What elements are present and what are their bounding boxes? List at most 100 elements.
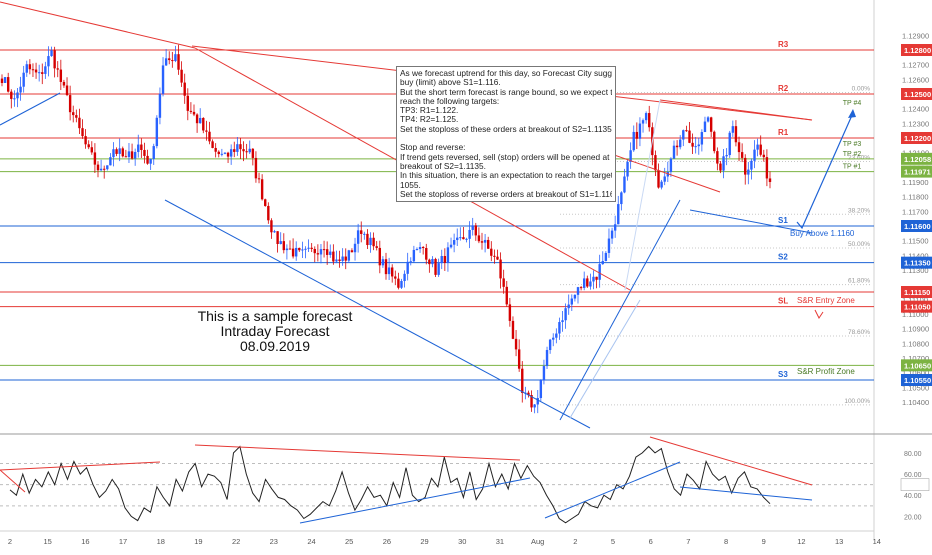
candle (189, 102, 193, 114)
osc-trend-line (0, 469, 26, 493)
candle (632, 125, 635, 152)
price-tag-label: 1.12058 (904, 155, 931, 164)
price-tag: 1.10650 (901, 359, 932, 372)
candle-body (242, 149, 245, 152)
note-line: If trend gets reversed, sell (stop) orde… (400, 152, 610, 162)
candle-body (434, 258, 437, 275)
candle (678, 135, 682, 150)
candle-body (598, 264, 601, 280)
candle-body (462, 237, 465, 240)
candle (759, 135, 762, 157)
candle-body (688, 130, 691, 143)
price-tag: 1.12800 (901, 44, 932, 56)
fib-level-label: 78.60% (848, 329, 870, 336)
time-tick-label: 25 (345, 537, 353, 546)
candle (102, 165, 106, 179)
candle-body (161, 65, 165, 94)
candle-body (344, 256, 347, 261)
candle-body (635, 131, 639, 139)
candle (177, 44, 180, 75)
time-tick-label: 2 (573, 537, 577, 546)
candle-body (415, 249, 419, 251)
candle (604, 251, 608, 262)
candle (483, 233, 487, 253)
candle-body (112, 149, 115, 158)
candle-body (10, 91, 13, 99)
candle-body (384, 259, 388, 275)
price-tick-label: 1.12300 (902, 119, 929, 128)
osc-tick-label: 40.00 (904, 493, 922, 500)
fib-level-label: 61.80% (848, 278, 870, 285)
candle-body (731, 126, 735, 133)
candle (37, 64, 41, 82)
candle (168, 51, 171, 65)
candle (10, 89, 13, 109)
candle-body (78, 117, 81, 129)
candle (3, 77, 7, 84)
candle-body (440, 256, 443, 264)
note-line: Set the stoploss of these orders at brea… (400, 124, 612, 134)
candle (663, 167, 666, 186)
candle-body (68, 95, 72, 113)
candle-body (465, 238, 468, 240)
candle (672, 140, 676, 159)
candle-body (0, 78, 4, 83)
candle (356, 223, 360, 253)
candle (282, 233, 286, 254)
level-label: S2 (778, 253, 788, 262)
candle (440, 249, 443, 270)
price-tag-box (901, 88, 932, 100)
candle (691, 133, 694, 155)
candle-body (65, 85, 69, 96)
candle (143, 142, 146, 164)
candle (505, 281, 508, 307)
candle-body (632, 131, 635, 151)
candle (41, 63, 44, 85)
candle-body (527, 392, 530, 396)
candle (217, 150, 220, 158)
candle (545, 346, 549, 370)
candle (610, 227, 614, 244)
time-tick-label: 18 (157, 537, 165, 546)
candle (53, 46, 56, 78)
candle (768, 171, 772, 189)
candle-body (623, 176, 626, 193)
candle (273, 229, 276, 233)
candle (567, 294, 570, 315)
osc-tick-label: 20.00 (904, 514, 922, 521)
candle (332, 244, 335, 265)
candle (192, 104, 196, 117)
candle (68, 85, 72, 121)
note-line: buy (limit) above S1=1.116. (400, 78, 501, 88)
candle (264, 198, 267, 207)
time-tick-label: 29 (420, 537, 428, 546)
candle-body (682, 130, 685, 140)
candle-body (233, 149, 236, 152)
candle-body (44, 66, 47, 74)
candle-body (502, 278, 505, 287)
candle (496, 249, 499, 261)
level-label: TP #1 (843, 164, 862, 171)
price-tag-box (901, 152, 932, 165)
price-tag: 1.12500 (901, 88, 932, 100)
candle (409, 257, 412, 266)
trend-line (689, 209, 813, 234)
candle-body (514, 338, 518, 350)
candle-body (542, 366, 546, 381)
candle (276, 231, 279, 253)
candle-body (517, 349, 521, 369)
candle (756, 138, 759, 157)
candle (570, 294, 574, 311)
candle (762, 149, 766, 162)
candle (214, 143, 217, 158)
candle (728, 130, 731, 158)
time-tick-label: 9 (762, 537, 766, 546)
candle-body (486, 239, 490, 249)
price-tag: 1.12200 (901, 132, 932, 144)
candle (152, 143, 155, 165)
candle (598, 254, 601, 288)
candle-body (521, 368, 524, 393)
trend-line (659, 99, 813, 121)
candle-body (223, 152, 227, 154)
note-line: TP4: R2=1.125. (400, 115, 459, 125)
